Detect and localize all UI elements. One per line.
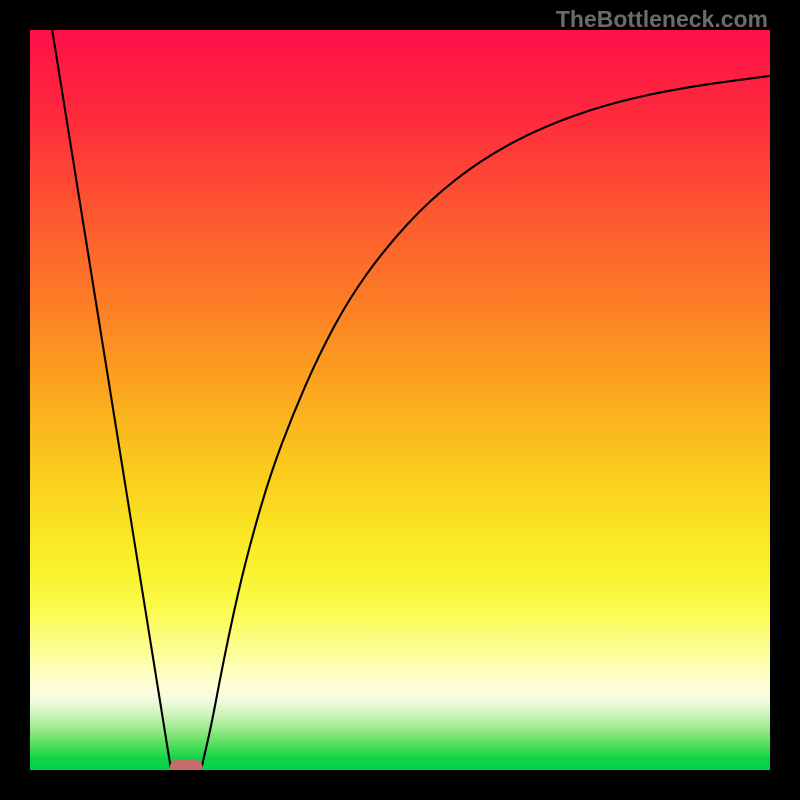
watermark-text: TheBottleneck.com bbox=[556, 6, 768, 33]
optimum-marker bbox=[170, 760, 203, 770]
figure-container: TheBottleneck.com bbox=[0, 0, 800, 800]
plot-area bbox=[30, 30, 770, 770]
gradient-background bbox=[30, 30, 770, 770]
